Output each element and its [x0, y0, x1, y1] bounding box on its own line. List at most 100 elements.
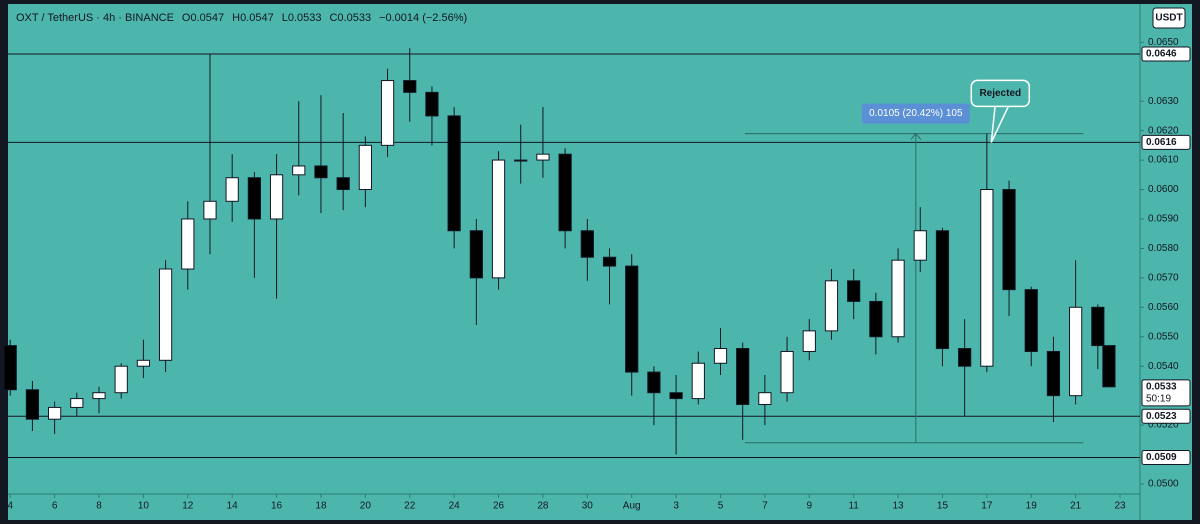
y-tick-label: 0.0570 [1148, 272, 1179, 283]
candle-body [48, 406, 62, 420]
x-tick-label: 30 [582, 501, 594, 512]
level-badge [1141, 449, 1191, 465]
y-tick-label: 0.0630 [1148, 96, 1179, 107]
y-tick-label: 0.0500 [1148, 479, 1179, 490]
level-label: 0.0523 [1146, 411, 1177, 422]
candle-body [980, 189, 994, 367]
x-tick-label: 20 [360, 501, 372, 512]
candle-body [1102, 345, 1116, 388]
candle-body [736, 348, 750, 405]
level-label: 0.0509 [1146, 452, 1177, 463]
price-change: −0.0014 (−2.56%) [379, 12, 467, 24]
x-tick-label: 3 [673, 501, 679, 512]
level-badge [1141, 408, 1191, 424]
ohlc-label: H0.0547 [232, 12, 274, 24]
ohlc-label: O0.0547 [182, 12, 224, 24]
candle-body [336, 177, 350, 191]
candle-body [158, 268, 173, 361]
candle-body [647, 371, 661, 394]
x-tick-label: 6 [52, 501, 58, 512]
candle-body [314, 165, 328, 179]
measure-box [861, 103, 970, 124]
x-tick-label: 10 [138, 501, 150, 512]
ohlc-label: C0.0533 [329, 12, 371, 24]
candle-body [514, 159, 528, 162]
y-tick-label: 0.0600 [1148, 184, 1179, 195]
candle-body [691, 362, 705, 400]
candle-body [602, 256, 617, 267]
x-tick-label: 5 [718, 501, 724, 512]
candle-body [3, 345, 17, 391]
candle-body [181, 218, 195, 270]
x-tick-label: 21 [1070, 501, 1082, 512]
candle-body [536, 153, 550, 161]
y-tick-label: 0.0590 [1148, 214, 1179, 225]
candle-body [425, 91, 439, 117]
callout-pointer [990, 104, 1010, 143]
candle-body [935, 230, 950, 350]
candle-body [580, 230, 594, 258]
x-tick-label: 24 [449, 501, 461, 512]
candle-body [292, 165, 306, 176]
countdown: 50:19 [1146, 393, 1171, 404]
candle-body [269, 174, 284, 220]
candle-body [758, 392, 772, 405]
candle-body [891, 259, 905, 338]
ohlc-label: L0.0533 [282, 12, 322, 24]
x-tick-label: 19 [1026, 501, 1038, 512]
candle-body [913, 230, 927, 261]
x-tick-label: 8 [96, 501, 102, 512]
x-tick-label: 18 [315, 501, 327, 512]
x-tick-label: 16 [271, 501, 283, 512]
x-tick-label: 12 [182, 501, 194, 512]
x-tick-label: 26 [493, 501, 505, 512]
candle-body [1002, 189, 1016, 291]
candle-body [358, 144, 372, 191]
level-badge [1141, 46, 1191, 62]
candle-body [780, 350, 794, 394]
candle-body [70, 398, 84, 408]
candle-body [669, 392, 683, 400]
x-tick-label: 11 [848, 501, 859, 512]
candle-body [625, 265, 639, 373]
callout-text: Rejected [979, 88, 1021, 99]
y-tick-label: 0.0550 [1148, 331, 1179, 342]
x-tick-label: 14 [227, 501, 239, 512]
candle-body [25, 389, 40, 420]
candle-body [203, 200, 217, 220]
candle-body [469, 230, 483, 279]
currency-box[interactable] [1152, 7, 1186, 29]
x-tick-label: 28 [537, 501, 549, 512]
candle-body [1024, 289, 1038, 352]
level-badge [1141, 134, 1191, 150]
x-tick-label: 17 [981, 501, 993, 512]
candle-body [824, 280, 839, 332]
y-tick-label: 0.0580 [1148, 243, 1179, 254]
currency-label[interactable]: USDT [1155, 13, 1182, 24]
candle-body [247, 177, 261, 220]
candle-body [92, 392, 106, 400]
x-tick-label: 23 [1114, 501, 1126, 512]
x-tick-label: Aug [623, 501, 641, 512]
candle-body [114, 365, 128, 394]
x-tick-label: 15 [937, 501, 949, 512]
x-tick-label: 4 [7, 501, 13, 512]
last-price-badge [1141, 379, 1191, 407]
candle-body [136, 359, 151, 367]
y-tick-label: 0.0620 [1148, 125, 1179, 136]
candle-body [713, 348, 728, 364]
candle-body [1069, 306, 1083, 397]
candle-body [1091, 306, 1105, 347]
candle-body [847, 280, 861, 302]
level-label: 0.0616 [1146, 137, 1177, 148]
x-tick-label: 7 [762, 501, 768, 512]
symbol-title: OXT / TetherUS · 4h · BINANCE [16, 12, 174, 24]
x-tick-label: 9 [806, 501, 812, 512]
y-tick-label: 0.0610 [1148, 155, 1179, 166]
x-tick-label: 22 [404, 501, 416, 512]
callout-box [970, 79, 1031, 108]
candle-body [958, 348, 972, 367]
candle-body [869, 300, 883, 338]
y-tick-label: 0.0560 [1148, 302, 1179, 313]
